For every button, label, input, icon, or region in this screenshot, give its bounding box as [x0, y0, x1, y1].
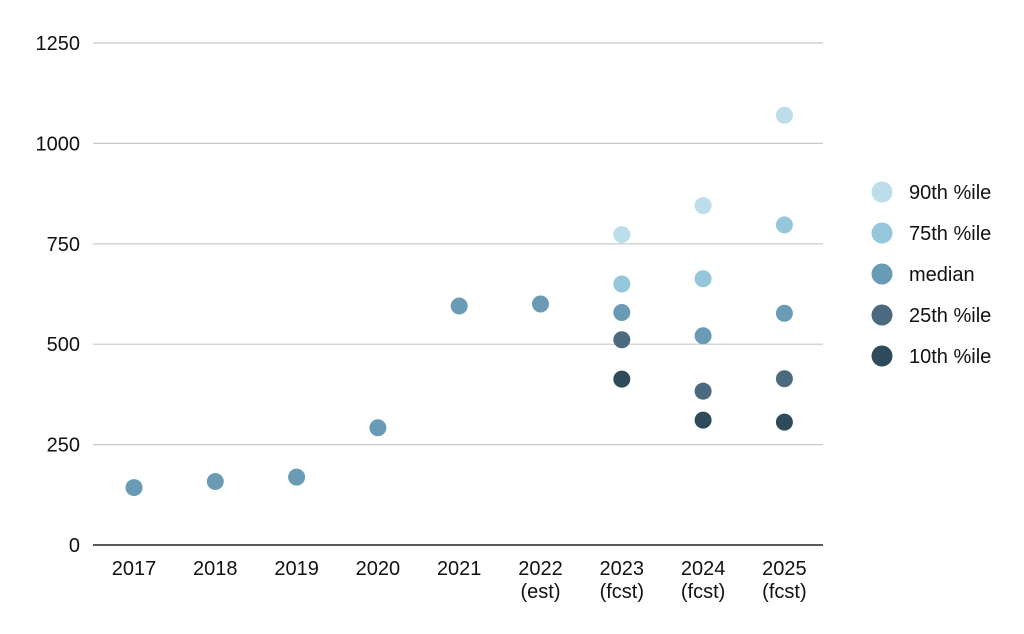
data-point-10th-ile: [613, 370, 631, 388]
legend: 90th %ile 75th %ile median 25th %ile 10th %i…: [871, 181, 991, 368]
legend-item-median: median: [871, 263, 975, 286]
y-tick-label: 750: [47, 234, 80, 256]
x-tick-label: 2021: [437, 558, 482, 580]
y-axis-tick-labels: 0 250 500 750 1000 1250: [36, 33, 81, 557]
x-tick-label: 2017: [112, 558, 157, 580]
data-point-10th-ile: [775, 413, 793, 431]
x-tick-label: 2025: [762, 558, 807, 580]
x-tick-label: 2019: [274, 558, 319, 580]
legend-label: median: [909, 264, 975, 286]
data-point-25th-ile: [694, 382, 712, 400]
legend-label: 25th %ile: [909, 305, 991, 327]
data-point-25th-ile: [613, 331, 631, 349]
data-points: [125, 106, 793, 497]
y-tick-label: 500: [47, 334, 80, 356]
data-point-90th-ile: [613, 226, 631, 244]
grid-lines: [93, 42, 823, 446]
x-tick-label: 2024: [681, 558, 726, 580]
legend-marker-icon: [871, 222, 893, 244]
data-point-median: [694, 327, 712, 345]
legend-label: 10th %ile: [909, 346, 991, 368]
data-point-median: [206, 473, 224, 491]
data-point-median: [369, 419, 387, 437]
data-point-median: [125, 479, 143, 497]
data-point-median: [613, 303, 631, 321]
x-tick-label: 2023: [600, 558, 645, 580]
data-point-75th-ile: [613, 275, 631, 293]
data-point-90th-ile: [694, 197, 712, 215]
data-point-median: [288, 468, 306, 486]
data-point-75th-ile: [694, 270, 712, 288]
legend-marker-icon: [871, 181, 893, 203]
legend-item-90th-ile: 90th %ile: [871, 181, 991, 204]
legend-marker-icon: [871, 263, 893, 285]
x-tick-label: (est): [521, 581, 561, 603]
legend-marker-icon: [871, 345, 893, 367]
legend-item-75th-ile: 75th %ile: [871, 222, 991, 245]
x-tick-label: (fcst): [681, 581, 725, 603]
data-point-median: [450, 297, 468, 315]
x-tick-label: 2022: [518, 558, 563, 580]
legend-label: 90th %ile: [909, 182, 991, 204]
data-point-median: [532, 295, 549, 313]
legend-label: 75th %ile: [909, 223, 991, 245]
legend-item-25th-ile: 25th %ile: [871, 304, 991, 327]
legend-item-10th-ile: 10th %ile: [871, 345, 991, 368]
legend-marker-icon: [871, 304, 893, 326]
data-point-median: [775, 304, 793, 322]
x-axis-tick-labels: 2017 2018 2019 2020 2021 2022(est)2023(fcst)2…: [112, 558, 807, 603]
y-tick-label: 250: [47, 435, 80, 457]
data-point-25th-ile: [775, 370, 793, 388]
data-point-75th-ile: [775, 216, 793, 234]
y-tick-label: 1000: [36, 133, 81, 155]
x-tick-label: (fcst): [762, 581, 806, 603]
y-tick-label: 1250: [36, 33, 81, 55]
x-tick-label: (fcst): [600, 581, 644, 603]
x-tick-label: 2018: [193, 558, 238, 580]
x-tick-label: 2020: [356, 558, 401, 580]
data-point-10th-ile: [694, 411, 712, 429]
y-tick-label: 0: [69, 535, 80, 557]
data-point-90th-ile: [775, 106, 793, 124]
